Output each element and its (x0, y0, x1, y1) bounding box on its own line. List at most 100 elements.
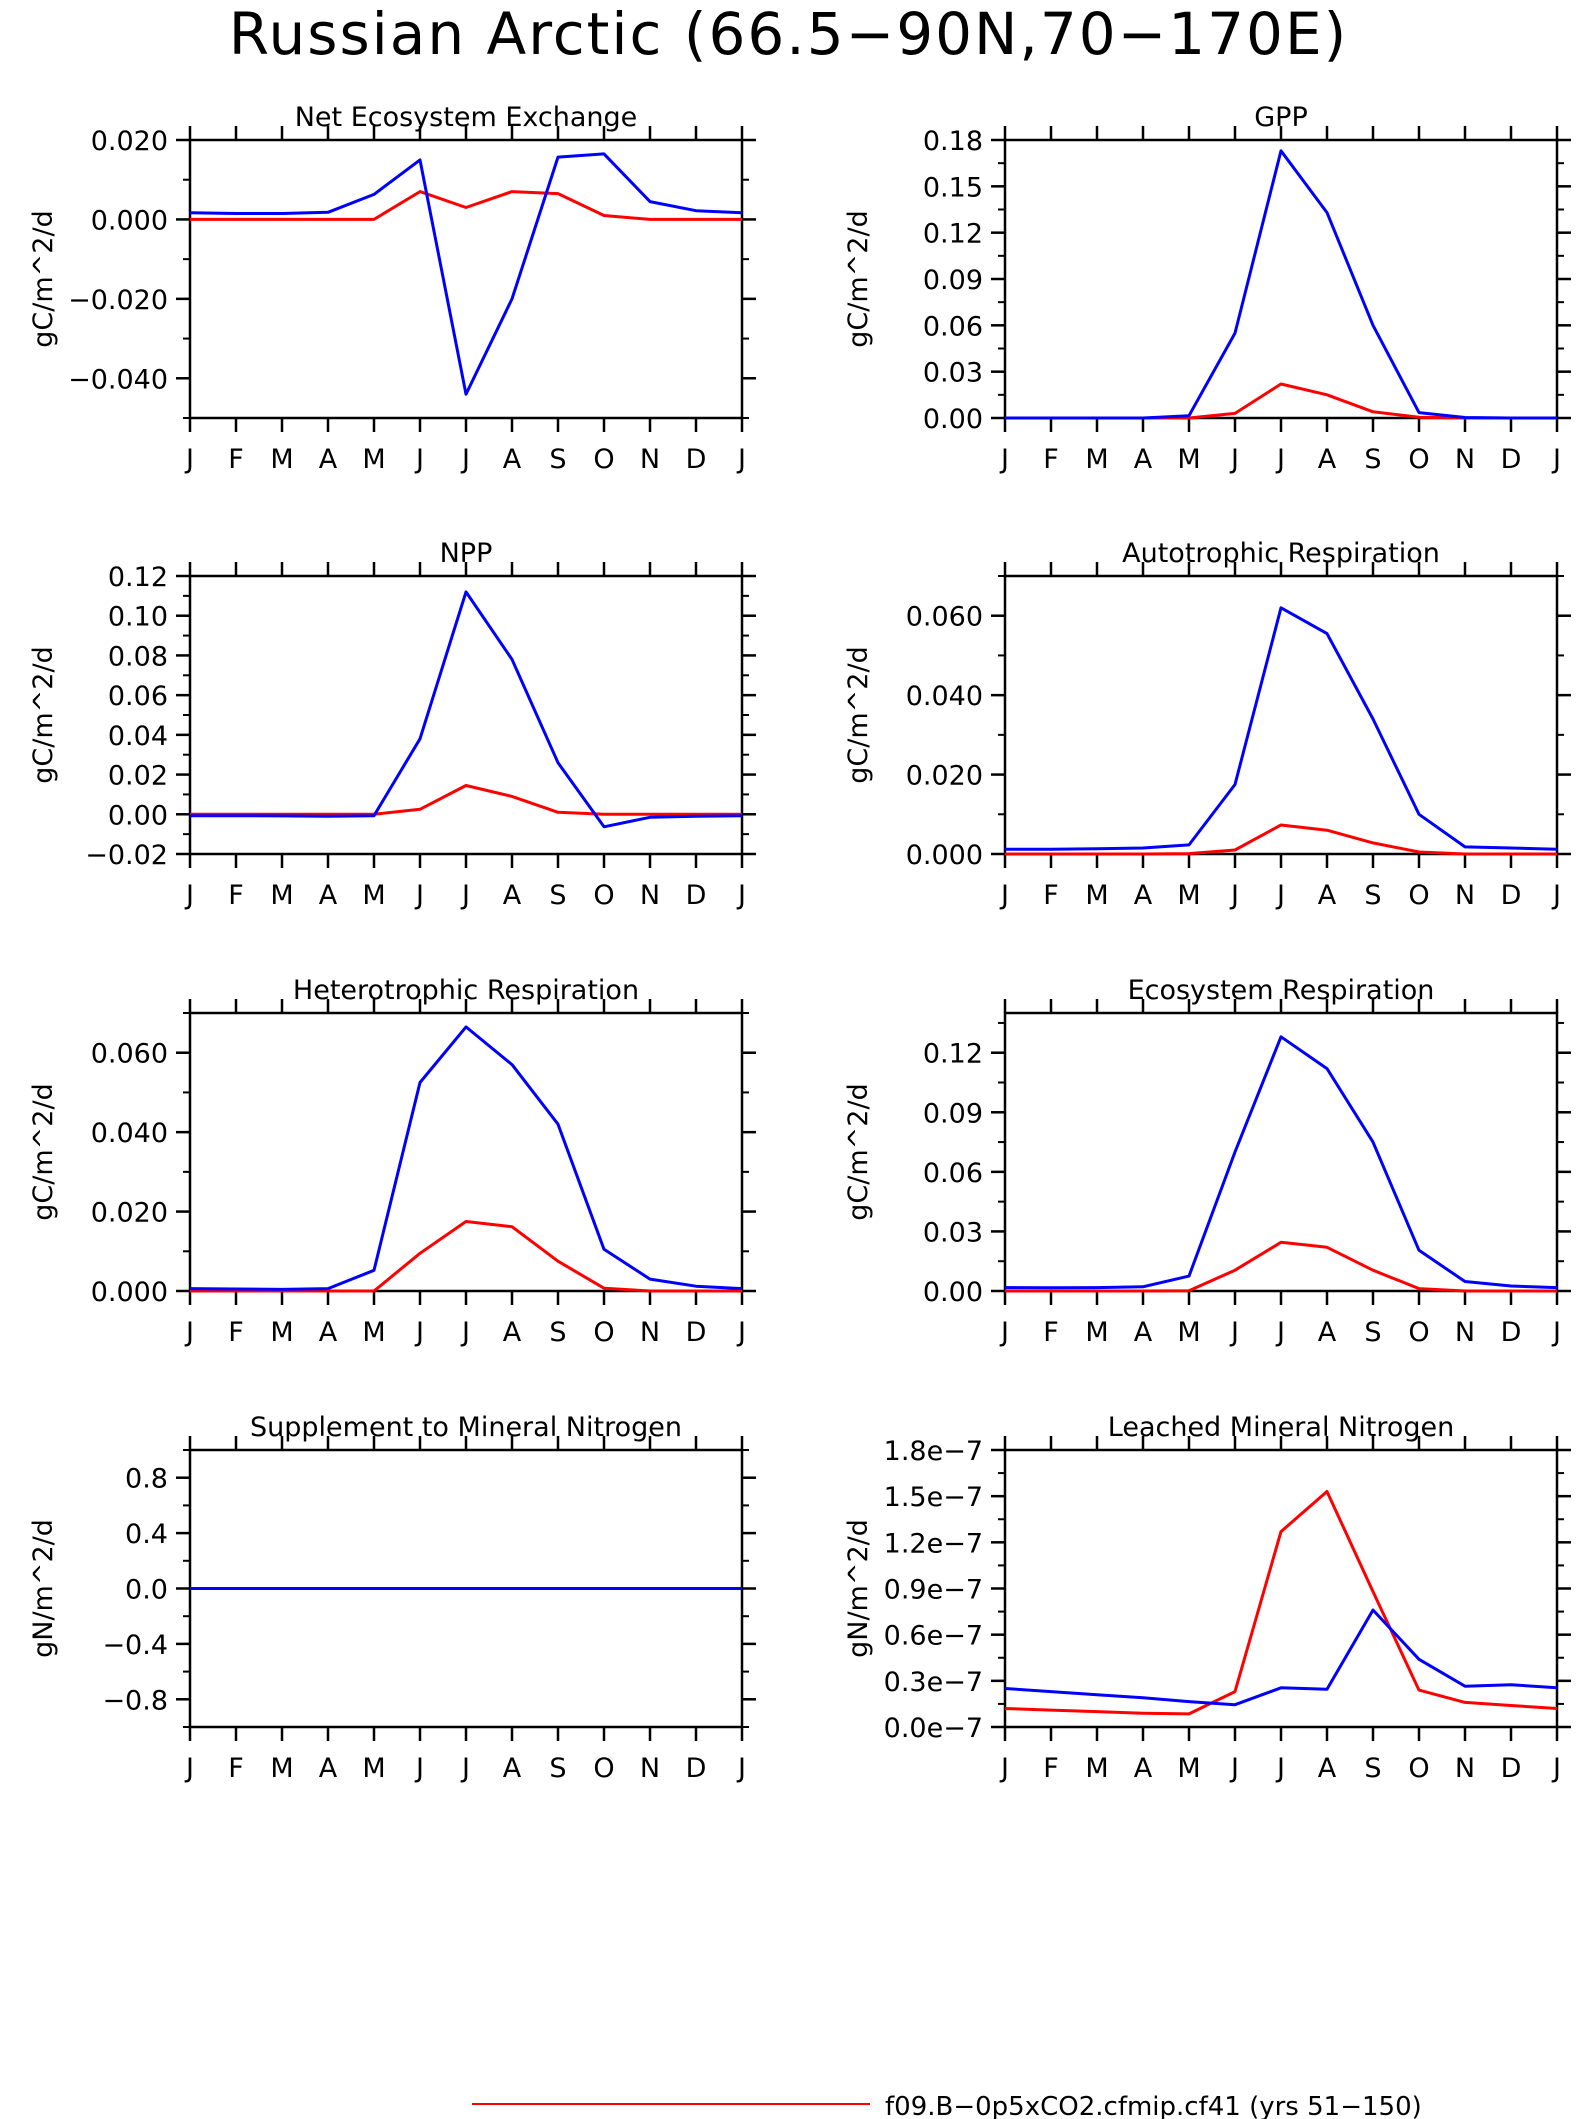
series-line-1 (1005, 1240, 1557, 1293)
y-tick-label: −0.02 (85, 840, 168, 871)
x-tick-label: J (184, 880, 194, 911)
x-tick-label: J (1229, 880, 1239, 911)
x-tick-label: J (999, 1753, 1009, 1784)
x-tick-label: M (362, 444, 385, 475)
x-tick-label: A (503, 1317, 522, 1348)
x-tick-label: J (1229, 1753, 1239, 1784)
x-tick-label: A (503, 880, 522, 911)
x-tick-label: J (414, 880, 424, 911)
series-line-1 (190, 1220, 742, 1293)
y-axis-label: gC/m^2/d (28, 646, 59, 783)
y-tick-label: 0.060 (91, 1039, 168, 1070)
y-tick-label: 0.000 (91, 205, 168, 236)
x-tick-label: J (1551, 444, 1561, 475)
x-tick-label: S (549, 444, 566, 475)
series-line-2 (1005, 606, 1558, 851)
main-title: Russian Arctic (66.5−90N,70−170E) (228, 0, 1349, 68)
x-tick-label: S (1364, 1753, 1381, 1784)
y-tick-label: 0.12 (923, 219, 983, 250)
x-tick-label: J (184, 1753, 194, 1784)
y-tick-label: 0.060 (906, 602, 983, 633)
chart-panel-1: Net Ecosystem ExchangegC/m^2/d−0.040−0.0… (28, 102, 756, 475)
x-tick-label: D (1501, 1753, 1522, 1784)
x-tick-label: J (414, 444, 424, 475)
x-tick-label: N (1455, 1317, 1475, 1348)
x-tick-label: A (319, 880, 338, 911)
x-tick-label: J (736, 1753, 746, 1784)
x-tick-label: J (999, 444, 1009, 475)
y-tick-label: 0.0e−7 (884, 1713, 983, 1744)
x-tick-label: N (1455, 1753, 1475, 1784)
y-tick-label: 0.12 (108, 562, 168, 593)
y-tick-label: 0.040 (906, 681, 983, 712)
y-tick-label: 0.8 (125, 1464, 168, 1495)
x-tick-label: D (686, 444, 707, 475)
x-tick-label: F (1043, 1317, 1059, 1348)
y-tick-label: 0.00 (923, 1277, 983, 1308)
x-tick-label: M (1177, 880, 1200, 911)
series-line-1 (190, 784, 742, 816)
x-tick-label: A (319, 1753, 338, 1784)
x-tick-label: M (362, 1753, 385, 1784)
y-axis-label: gC/m^2/d (843, 1083, 874, 1220)
x-tick-label: J (1275, 1753, 1285, 1784)
y-tick-label: 0.000 (906, 840, 983, 871)
y-tick-label: 0.00 (108, 800, 168, 831)
x-tick-label: D (686, 1317, 707, 1348)
y-tick-label: 1.2e−7 (884, 1528, 983, 1559)
y-tick-label: 0.15 (923, 172, 983, 203)
x-tick-label: N (640, 1753, 660, 1784)
series-line-2 (189, 152, 743, 396)
y-tick-label: 0.12 (923, 1039, 983, 1070)
y-tick-label: 0.06 (923, 1158, 983, 1189)
x-tick-label: D (1501, 444, 1522, 475)
x-tick-label: A (503, 1753, 522, 1784)
chart-panel-6: Ecosystem RespirationgC/m^2/d0.000.030.0… (843, 975, 1571, 1348)
x-tick-label: M (270, 444, 293, 475)
chart-panel-3: NPPgC/m^2/d−0.020.000.020.040.060.080.10… (28, 538, 756, 911)
x-tick-label: J (1229, 444, 1239, 475)
x-tick-label: J (1275, 1317, 1285, 1348)
x-tick-label: M (362, 880, 385, 911)
x-tick-label: J (736, 880, 746, 911)
series-line-2 (1004, 1608, 1558, 1707)
x-tick-label: D (1501, 880, 1522, 911)
x-tick-label: J (1551, 1753, 1561, 1784)
series-line-2 (1005, 149, 1557, 420)
y-tick-label: 0.08 (108, 641, 168, 672)
series-line-1 (190, 190, 742, 221)
y-tick-label: 0.0 (125, 1575, 168, 1606)
x-tick-label: O (593, 880, 614, 911)
plot-frame (1003, 1011, 1559, 1293)
x-tick-label: M (1085, 1317, 1108, 1348)
y-tick-label: 0.10 (108, 602, 168, 633)
x-tick-label: N (640, 880, 660, 911)
x-tick-label: M (1085, 1753, 1108, 1784)
y-axis-label: gN/m^2/d (843, 1519, 874, 1658)
x-tick-label: O (1408, 880, 1429, 911)
x-tick-label: M (270, 1753, 293, 1784)
x-tick-label: N (640, 444, 660, 475)
y-tick-label: 0.06 (108, 681, 168, 712)
x-tick-label: S (1364, 1317, 1381, 1348)
x-tick-label: N (1455, 880, 1475, 911)
series-line-2 (189, 1025, 743, 1291)
x-tick-label: N (1455, 444, 1475, 475)
series-line-2 (1004, 1035, 1558, 1290)
x-tick-label: M (1085, 444, 1108, 475)
y-tick-label: 0.020 (91, 1198, 168, 1229)
x-tick-label: A (1318, 1753, 1337, 1784)
y-tick-label: 0.03 (923, 358, 983, 389)
x-tick-label: O (593, 444, 614, 475)
series-line-2 (190, 590, 743, 829)
x-tick-label: A (1318, 444, 1337, 475)
x-tick-label: M (362, 1317, 385, 1348)
x-tick-label: A (319, 444, 338, 475)
chart-panels: Net Ecosystem ExchangegC/m^2/d−0.040−0.0… (28, 102, 1571, 1784)
x-tick-label: F (228, 880, 244, 911)
legend: f09.B−0p5xCO2.cfmip.cf41 (yrs 51−150) (472, 2092, 1422, 2119)
series-line-1 (1005, 382, 1557, 420)
x-tick-label: J (460, 444, 470, 475)
y-tick-label: 0.040 (91, 1118, 168, 1149)
